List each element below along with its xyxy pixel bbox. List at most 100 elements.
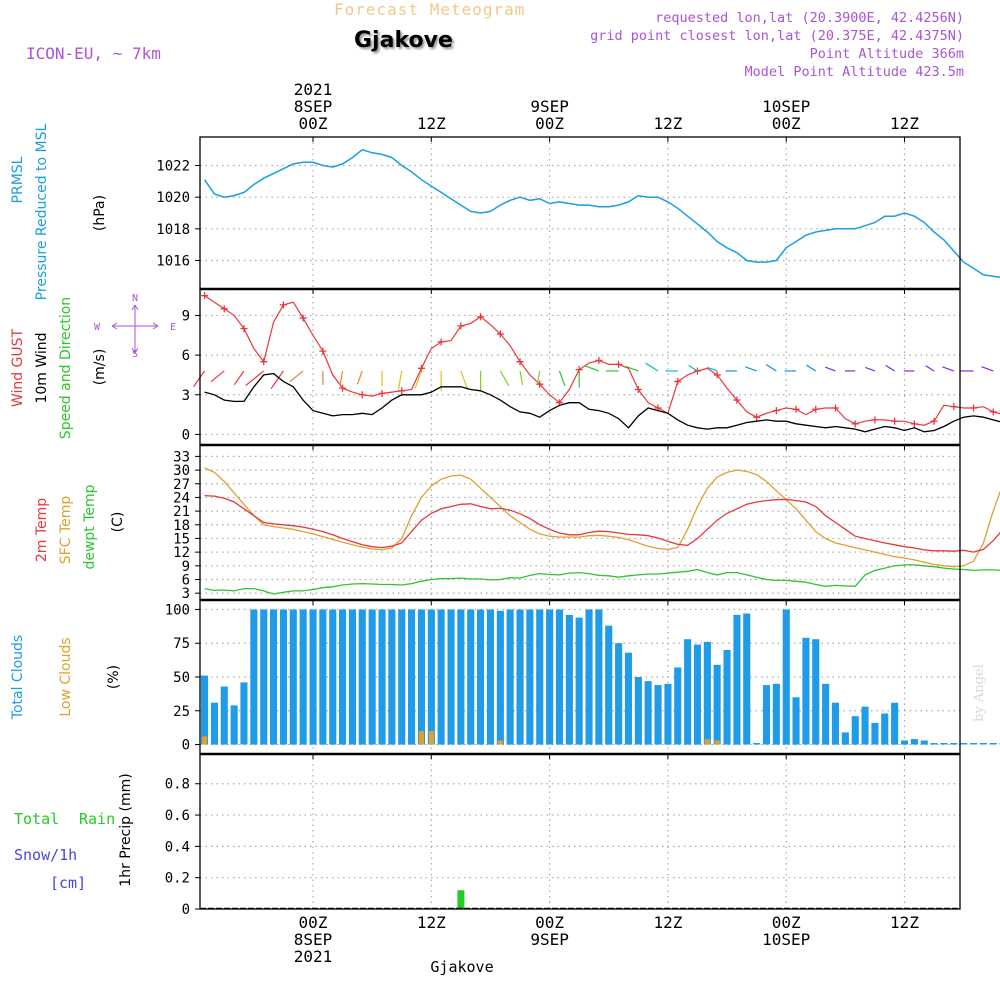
- t2m-line: [204, 494, 1000, 553]
- wind-direction-arrow: [765, 364, 777, 372]
- y-tick-label: 30: [173, 463, 190, 479]
- low-cloud-bar: [418, 731, 424, 745]
- gust-marker: [260, 358, 268, 366]
- gust-marker: [615, 360, 623, 368]
- total-cloud-bar: [970, 743, 978, 745]
- gust-marker: [496, 330, 504, 338]
- time-label-top: 12Z: [890, 114, 919, 133]
- total-cloud-bar: [802, 637, 810, 745]
- total-cloud-bar: [240, 682, 248, 745]
- y-tick-label: 0.6: [165, 808, 190, 824]
- total-cloud-bar: [496, 610, 504, 745]
- total-cloud-bar: [329, 609, 337, 745]
- total-cloud-bar: [693, 644, 701, 745]
- panel-frame: [199, 753, 961, 910]
- total-cloud-bar: [960, 743, 968, 745]
- chart-title: Forecast Meteogram: [334, 0, 526, 19]
- panel-frame: [199, 444, 961, 601]
- gust-marker: [851, 420, 859, 428]
- total-cloud-bar: [546, 609, 554, 745]
- wind-direction-arrow: [925, 365, 935, 372]
- compass-south: S: [132, 349, 138, 360]
- gust-marker: [201, 292, 209, 300]
- total-cloud-bar: [615, 643, 623, 745]
- total-cloud-bar: [210, 702, 218, 745]
- gust-marker: [398, 387, 406, 395]
- total-cloud-bar: [782, 609, 790, 745]
- y-tick-label: 0.2: [165, 871, 190, 887]
- time-label-top: 2021: [294, 80, 333, 99]
- total-cloud-bar: [624, 652, 632, 745]
- y-tick-label: 3: [182, 388, 190, 404]
- gust-marker: [437, 338, 445, 346]
- gust-marker: [477, 313, 485, 321]
- total-cloud-bar: [398, 609, 406, 745]
- wind-direction-arrow: [339, 370, 344, 385]
- pressure-label-prmsl: PRMSL: [10, 156, 26, 203]
- gust-marker: [792, 405, 800, 413]
- total-cloud-bar: [762, 685, 770, 745]
- rain-label: Rain: [79, 810, 115, 828]
- y-tick-label: 0: [182, 738, 190, 754]
- total-cloud-bar: [348, 609, 356, 745]
- y-tick-label: 1016: [156, 254, 190, 270]
- y-tick-label: 1020: [156, 190, 190, 206]
- total-cloud-bar: [891, 702, 899, 745]
- low-clouds-label: Low Clouds: [58, 637, 74, 716]
- time-label-bottom: 2021: [294, 947, 333, 966]
- total-cloud-bar: [368, 609, 376, 745]
- gust-marker: [772, 407, 780, 415]
- total-cloud-bar: [447, 609, 455, 745]
- snow-unit-label: [cm]: [50, 874, 86, 892]
- gust-marker: [831, 404, 839, 412]
- footer-location: Gjakove: [430, 958, 493, 976]
- time-label-top: 00Z: [299, 114, 328, 133]
- gust-marker: [733, 396, 741, 404]
- wind-direction-arrow: [414, 370, 423, 389]
- y-tick-label: 75: [173, 636, 190, 652]
- total-cloud-bar: [792, 697, 800, 745]
- y-tick-label: 24: [173, 490, 190, 506]
- wind-speed-line: [204, 372, 1000, 433]
- total-cloud-bar: [772, 683, 780, 745]
- gust-marker: [516, 358, 524, 366]
- time-label-top: 9SEP: [530, 97, 569, 116]
- y-tick-label: 0: [182, 427, 190, 443]
- clouds-ylabel: (%): [106, 665, 122, 689]
- low-cloud-bar: [704, 739, 710, 745]
- wind-direction-arrow: [825, 366, 836, 372]
- time-label-bottom: 9SEP: [530, 930, 569, 949]
- gust-marker: [339, 384, 347, 392]
- gust-marker: [220, 305, 228, 313]
- rain-bar: [457, 890, 465, 909]
- total-cloud-bar: [220, 686, 228, 745]
- compass-arrows-icon: [111, 304, 159, 354]
- wind-direction-arrow: [645, 362, 659, 372]
- y-tick-label: 1022: [156, 159, 190, 175]
- total-cloud-bar: [753, 743, 761, 745]
- gust-marker: [240, 325, 248, 333]
- total-cloud-bar: [417, 609, 425, 745]
- time-label-top: 00Z: [772, 114, 801, 133]
- total-cloud-bar: [901, 740, 909, 745]
- total-cloud-bar: [555, 609, 563, 745]
- wind-direction-arrow: [536, 370, 541, 384]
- total-cloud-bar: [427, 609, 435, 745]
- total-cloud-bar: [309, 609, 317, 745]
- time-label-top: 00Z: [535, 114, 564, 133]
- total-cloud-bar: [664, 683, 672, 745]
- wind-direction-arrow: [806, 364, 817, 372]
- total-cloud-bar: [713, 664, 721, 745]
- time-label-bottom: 8SEP: [294, 930, 333, 949]
- total-cloud-bar: [299, 609, 307, 745]
- wind-direction-arrow: [981, 366, 994, 372]
- total-cloud-bar: [486, 609, 494, 745]
- wind-direction-arrow: [233, 370, 245, 386]
- y-tick-label: 0: [182, 902, 190, 918]
- model-label: ICON-EU, ~ 7km: [26, 44, 161, 63]
- low-cloud-bar: [202, 736, 208, 745]
- compass-east: E: [170, 322, 176, 333]
- total-cloud-bar: [388, 609, 396, 745]
- gust-marker: [989, 408, 997, 416]
- y-tick-label: 9: [182, 559, 190, 575]
